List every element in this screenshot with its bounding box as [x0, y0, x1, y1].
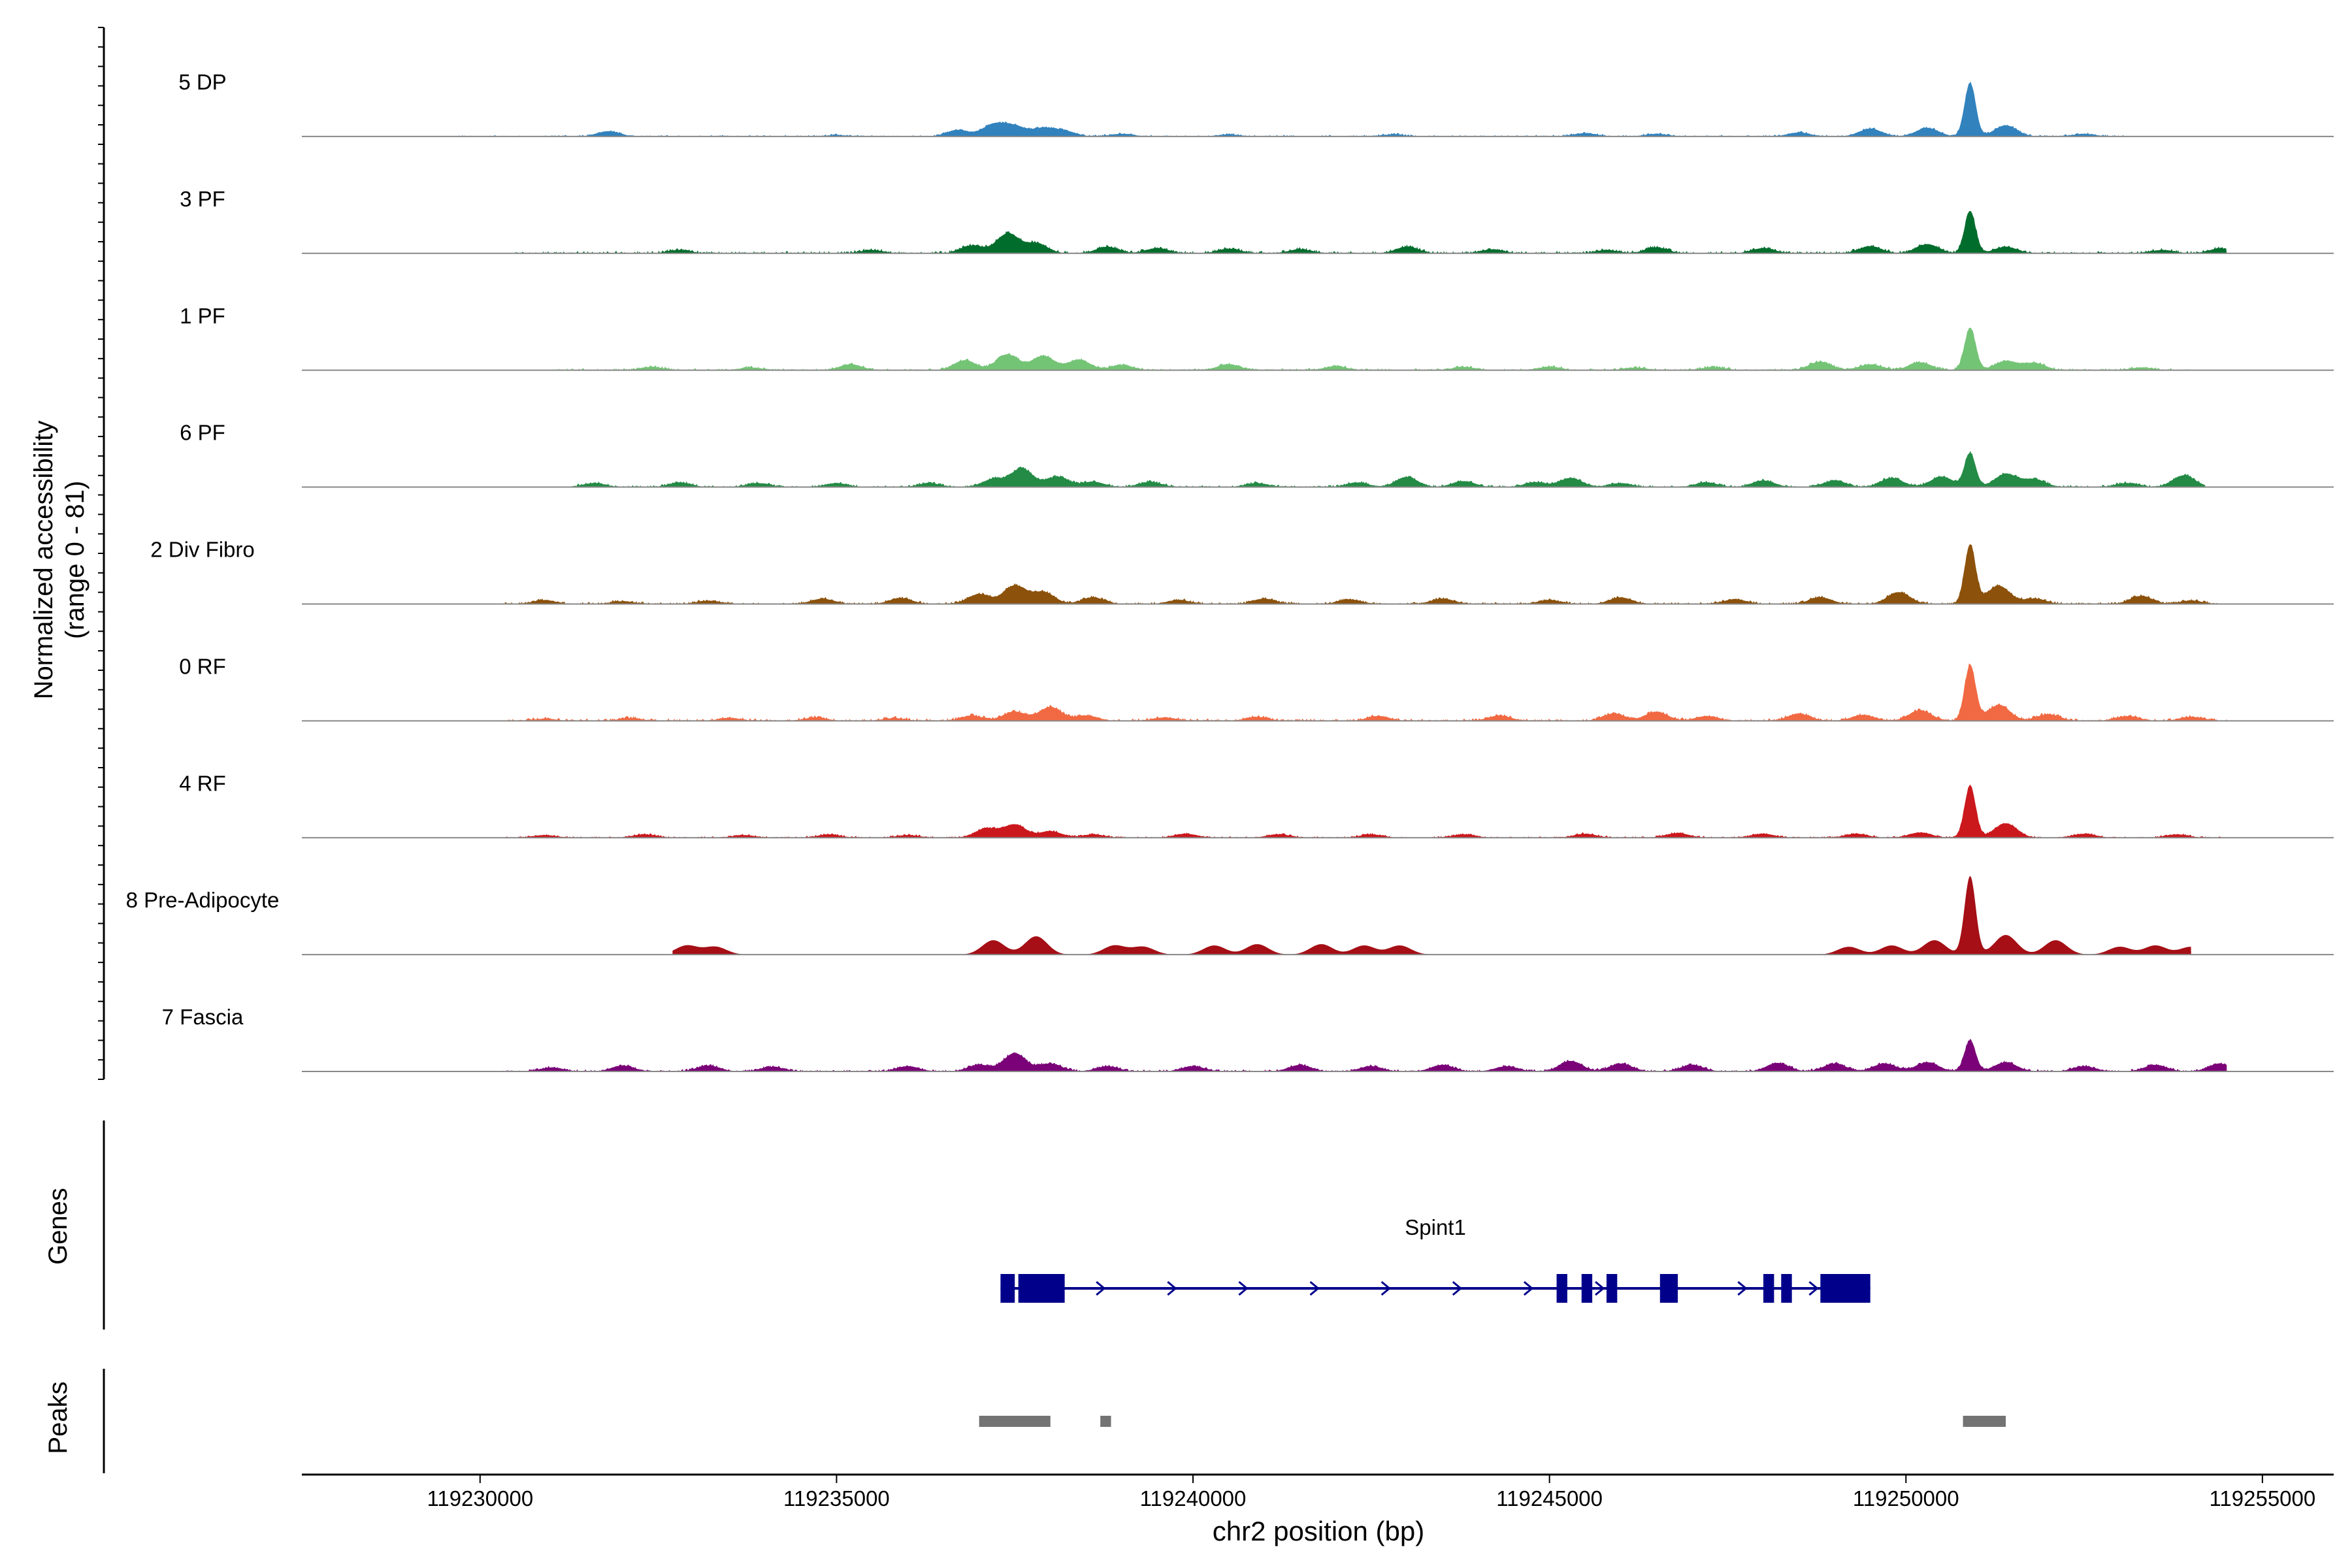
gene-strand-arrow: [1238, 1281, 1249, 1296]
gene-strand-arrow: [1167, 1281, 1177, 1296]
track-coverage-area: [515, 210, 2227, 253]
track-coverage-area: [551, 327, 2191, 370]
track-4: 6 PF: [180, 421, 2334, 488]
track-label: 7 Fascia: [162, 1005, 244, 1029]
track-label: 8 Pre-Adipocyte: [126, 888, 280, 912]
peak-region: [1100, 1416, 1111, 1427]
gene-strand-arrow: [1452, 1281, 1463, 1296]
track-label: 1 PF: [180, 304, 225, 328]
track-coverage-area: [501, 663, 2227, 721]
gene-exon: [1781, 1274, 1792, 1303]
gene-exon: [1018, 1274, 1065, 1303]
gene-exon: [1606, 1274, 1618, 1303]
track-coverage-area: [459, 81, 2127, 137]
peaks-label: Peaks: [44, 1381, 73, 1454]
track-2: 3 PF: [180, 187, 2334, 254]
gene-exon: [1763, 1274, 1774, 1303]
gene-exon: [1000, 1274, 1015, 1303]
y-axis-label-line2: (range 0 - 81): [61, 481, 90, 639]
gene-exon: [1659, 1274, 1678, 1303]
track-label: 0 RF: [179, 654, 226, 678]
track-7: 4 RF: [179, 771, 2334, 839]
track-label: 6 PF: [180, 421, 225, 445]
x-axis: 119230000 119235000 119240000 119245000 1192…: [302, 1473, 2334, 1511]
track-5: 2 Div Fibro: [150, 538, 2334, 605]
gene-exon: [1820, 1274, 1870, 1303]
x-tick-label: 119245000: [1496, 1486, 1603, 1511]
gene-strand-arrow: [1380, 1281, 1392, 1296]
track-label: 3 PF: [180, 187, 225, 211]
gene-strand-arrow: [1523, 1281, 1534, 1296]
x-tick-label: 119240000: [1140, 1486, 1247, 1511]
genes-label: Genes: [44, 1188, 73, 1265]
x-tick-label: 119230000: [427, 1486, 533, 1511]
gene-exon: [1556, 1274, 1567, 1303]
gene-exon: [1581, 1274, 1593, 1303]
x-tick-label: 119235000: [783, 1486, 890, 1511]
track-label: 5 DP: [178, 70, 226, 94]
x-tick-label: 119250000: [1853, 1486, 1959, 1511]
track-label: 2 Div Fibro: [150, 538, 255, 562]
peak-region: [1963, 1416, 2006, 1427]
track-6: 0 RF: [179, 654, 2334, 722]
peaks-panel: [103, 1369, 2006, 1473]
gene-strand-arrow: [1737, 1281, 1748, 1296]
x-axis-label: chr2 position (bp): [1213, 1516, 1425, 1546]
track-coverage-area: [565, 451, 2206, 487]
track-coverage-area: [501, 1039, 2227, 1071]
track-1: 5 DP: [178, 70, 2334, 137]
peak-region: [979, 1416, 1051, 1427]
track-8: 8 Pre-Adipocyte: [126, 875, 2334, 956]
track-coverage-area: [501, 784, 2227, 838]
tracks-layer: 5 DP 3 PF 1 PF 6 PF 2 Div Fibro 0 RF 4 RF 8 Pre…: [126, 70, 2334, 1072]
gene-strand-arrow: [1096, 1281, 1106, 1296]
track-3: 1 PF: [180, 304, 2334, 371]
gene-name: Spint1: [1405, 1215, 1466, 1239]
gene-strand-arrow: [1595, 1281, 1605, 1296]
track-9: 7 Fascia: [162, 1005, 2334, 1072]
left-axis: [98, 27, 105, 1080]
track-label: 4 RF: [179, 771, 226, 795]
genes-panel: Spint1: [103, 1120, 1870, 1330]
track-coverage-area: [501, 544, 2227, 604]
y-axis-label-line1: Normalized accessibility: [29, 421, 58, 700]
gene-strand-arrow: [1808, 1281, 1819, 1296]
gene-strand-arrow: [1309, 1281, 1320, 1296]
track-coverage-area: [672, 875, 2191, 955]
x-tick-label: 119255000: [2210, 1486, 2316, 1511]
